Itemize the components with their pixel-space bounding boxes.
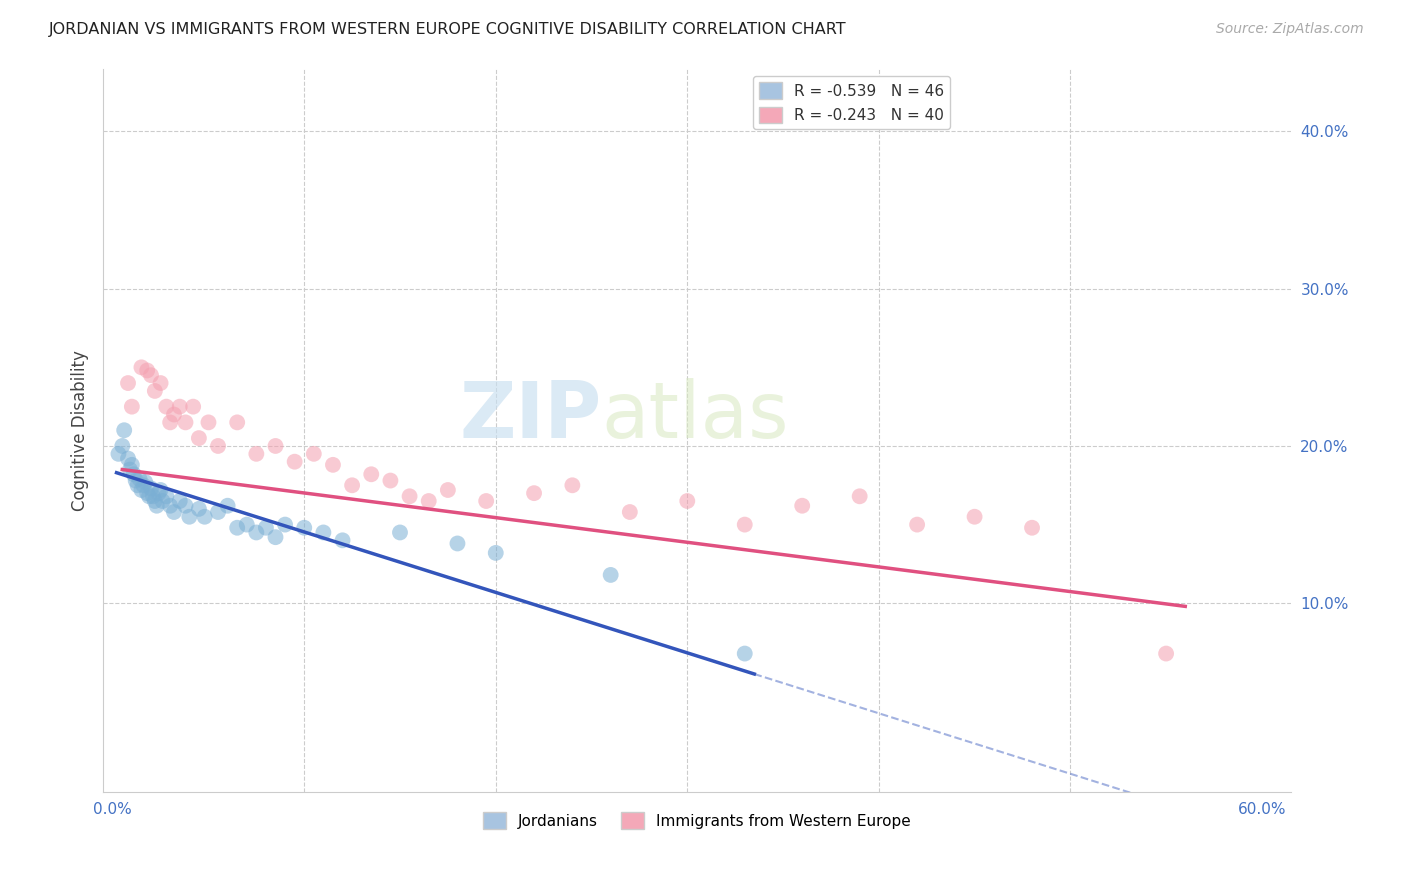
Point <box>446 536 468 550</box>
Point <box>360 467 382 482</box>
Point <box>418 494 440 508</box>
Y-axis label: Cognitive Disability: Cognitive Disability <box>72 350 89 511</box>
Point <box>619 505 641 519</box>
Point <box>169 400 191 414</box>
Point <box>112 423 135 437</box>
Point <box>122 467 145 482</box>
Point <box>143 494 166 508</box>
Point <box>197 416 219 430</box>
Point <box>398 489 420 503</box>
Point <box>485 546 508 560</box>
Point <box>302 447 325 461</box>
Point <box>254 521 277 535</box>
Point <box>163 408 186 422</box>
Point <box>284 455 307 469</box>
Point <box>475 494 498 508</box>
Text: atlas: atlas <box>602 378 789 454</box>
Point <box>117 451 139 466</box>
Point <box>226 521 249 535</box>
Point <box>128 472 150 486</box>
Point <box>676 494 699 508</box>
Point <box>117 376 139 390</box>
Point <box>245 447 267 461</box>
Point <box>131 483 153 497</box>
Point <box>322 458 344 472</box>
Point <box>963 509 986 524</box>
Point <box>138 489 160 503</box>
Point <box>139 368 162 383</box>
Point <box>159 416 181 430</box>
Point <box>107 447 129 461</box>
Point <box>155 489 177 503</box>
Point <box>332 533 354 548</box>
Point <box>111 439 134 453</box>
Text: Source: ZipAtlas.com: Source: ZipAtlas.com <box>1216 22 1364 37</box>
Point <box>380 474 402 488</box>
Point <box>734 517 756 532</box>
Point <box>159 499 181 513</box>
Point <box>139 482 162 496</box>
Point <box>134 475 156 490</box>
Point <box>226 416 249 430</box>
Point <box>734 647 756 661</box>
Point <box>194 509 217 524</box>
Point <box>121 458 143 472</box>
Point <box>127 478 149 492</box>
Point <box>561 478 583 492</box>
Point <box>1021 521 1043 535</box>
Point <box>181 400 204 414</box>
Point <box>121 400 143 414</box>
Text: JORDANIAN VS IMMIGRANTS FROM WESTERN EUROPE COGNITIVE DISABILITY CORRELATION CHA: JORDANIAN VS IMMIGRANTS FROM WESTERN EUR… <box>49 22 846 37</box>
Point <box>174 499 197 513</box>
Point <box>136 363 159 377</box>
Point <box>245 525 267 540</box>
Point <box>187 431 209 445</box>
Point <box>136 486 159 500</box>
Point <box>312 525 335 540</box>
Point <box>388 525 411 540</box>
Point <box>599 568 621 582</box>
Point <box>132 478 155 492</box>
Point <box>437 483 460 497</box>
Point <box>274 517 297 532</box>
Point <box>169 494 191 508</box>
Point <box>236 517 259 532</box>
Point <box>264 439 287 453</box>
Point <box>340 478 363 492</box>
Point <box>174 416 197 430</box>
Point <box>179 509 201 524</box>
Point <box>523 486 546 500</box>
Point <box>217 499 239 513</box>
Point <box>292 521 315 535</box>
Point <box>905 517 928 532</box>
Point <box>187 501 209 516</box>
Point <box>143 384 166 398</box>
Point <box>1154 647 1177 661</box>
Point <box>264 530 287 544</box>
Point <box>145 499 167 513</box>
Legend: Jordanians, Immigrants from Western Europe: Jordanians, Immigrants from Western Euro… <box>477 806 917 835</box>
Point <box>131 360 153 375</box>
Point <box>148 486 170 500</box>
Point <box>848 489 870 503</box>
Point <box>163 505 186 519</box>
Point <box>149 483 172 497</box>
Point <box>207 505 229 519</box>
Point <box>792 499 814 513</box>
Point <box>142 489 165 503</box>
Point <box>152 494 174 508</box>
Point <box>118 462 141 476</box>
Point <box>149 376 172 390</box>
Point <box>207 439 229 453</box>
Point <box>155 400 177 414</box>
Point <box>125 474 148 488</box>
Text: ZIP: ZIP <box>460 378 602 454</box>
